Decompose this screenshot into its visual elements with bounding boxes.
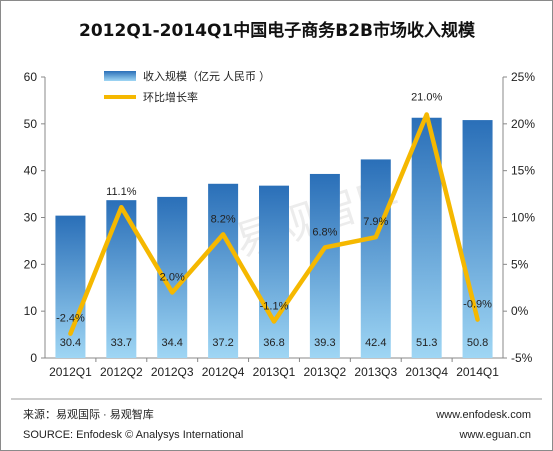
x-tick-label: 2012Q4	[202, 365, 245, 379]
right-tick-label: 0%	[511, 304, 529, 318]
bar-value-label: 37.2	[212, 337, 233, 349]
x-tick-label: 2013Q3	[354, 365, 397, 379]
line-series	[68, 112, 480, 336]
left-tick-label: 0	[30, 351, 37, 365]
left-tick-label: 10	[24, 304, 38, 318]
legend: 收入规模（亿元 人民币 ） 环比增长率	[104, 69, 270, 104]
legend-bar-label: 收入规模（亿元 人民币 ）	[143, 69, 270, 83]
line-value-label: 8.2%	[211, 213, 236, 225]
line-value-label: 11.1%	[106, 186, 137, 198]
right-tick-label: 5%	[511, 257, 529, 271]
x-tick-label: 2013Q1	[253, 365, 296, 379]
bar-value-label: 42.4	[365, 337, 386, 349]
line-value-label: 7.9%	[363, 216, 388, 228]
left-tick-label: 30	[24, 211, 38, 225]
bar-value-labels: 30.4 33.7 34.4 37.2 36.8 39.3 42.4 51.3 50.8	[60, 337, 489, 349]
x-tick-label: 2012Q3	[151, 365, 194, 379]
footer-source-en: SOURCE: Enfodesk © Analysys Internationa…	[23, 429, 243, 441]
right-tick-label: 15%	[511, 164, 535, 178]
x-tick-label: 2013Q2	[304, 365, 347, 379]
x-tick-label: 2014Q1	[456, 365, 499, 379]
line-value-label: 21.0%	[411, 91, 442, 103]
line-value-label: -2.4%	[56, 313, 85, 325]
right-tick-label: -5%	[511, 351, 533, 365]
bar	[208, 183, 239, 358]
left-tick-label: 50	[24, 117, 38, 131]
bar	[462, 120, 493, 358]
line-value-label: 6.8%	[312, 226, 337, 238]
legend-bar-swatch	[104, 71, 136, 81]
line-value-label: -0.9%	[463, 299, 492, 311]
line-value-labels: -2.4% 11.1% 2.0% 8.2% -1.1% 6.8% 7.9% 21.0% -0.9…	[56, 91, 492, 324]
chart-title: 2012Q1-2014Q1中国电子商务B2B市场收入规模	[79, 20, 476, 41]
left-tick-label: 60	[24, 70, 38, 84]
left-tick-label: 40	[24, 164, 38, 178]
x-tick-label: 2012Q2	[100, 365, 143, 379]
bar-value-label: 34.4	[162, 337, 183, 349]
footer-url-eguan: www.eguan.cn	[458, 429, 531, 441]
bar-value-label: 51.3	[416, 337, 437, 349]
bar-value-label: 30.4	[60, 337, 81, 349]
bar-value-label: 39.3	[314, 337, 335, 349]
right-tick-label: 20%	[511, 117, 535, 131]
right-tick-label: 10%	[511, 211, 535, 225]
footer-source-cn: 来源：易观国际 · 易观智库	[23, 407, 154, 421]
line-value-label: -1.1%	[260, 300, 289, 312]
legend-line-label: 环比增长率	[143, 90, 198, 104]
bar	[259, 185, 289, 358]
line-value-label: 2.0%	[160, 271, 185, 283]
x-tick-label: 2012Q1	[49, 365, 92, 379]
bar-value-label: 50.8	[467, 337, 488, 349]
footer-url-enfodesk: www.enfodesk.com	[435, 409, 531, 421]
growth-line	[68, 112, 480, 336]
bar-value-label: 36.8	[263, 337, 284, 349]
bar-value-label: 33.7	[111, 337, 132, 349]
bar	[360, 159, 391, 358]
left-tick-label: 20	[24, 257, 38, 271]
right-tick-label: 25%	[511, 70, 535, 84]
x-tick-label: 2013Q4	[405, 365, 448, 379]
